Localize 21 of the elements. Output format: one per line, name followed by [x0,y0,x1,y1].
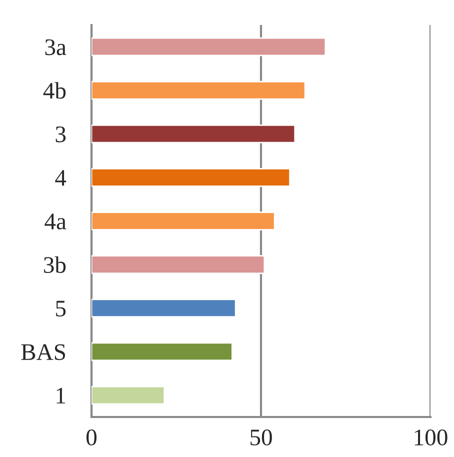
y-tick-label: 1 [56,388,66,404]
y-tick-label: 4b [43,82,66,99]
bar [92,386,166,405]
bar [92,342,233,362]
y-tick-label: 5 [56,300,66,317]
x-tick-label: 100 [414,429,448,446]
bar [92,298,236,318]
bar [92,124,296,144]
bar [92,37,326,56]
bar [92,212,276,230]
x-tick-label: 0 [86,429,97,446]
bar [92,80,306,100]
bar [92,255,266,274]
y-tick-label: 3a [45,39,66,56]
y-tick-label: 3 [56,126,66,142]
y-tick-label: 4 [55,170,66,186]
y-tick-label: BAS [21,344,66,360]
x-tick-label: 50 [250,429,272,446]
y-tick-label: 4a [44,214,66,230]
y-tick-label: 3b [44,256,66,273]
bar [92,168,291,187]
